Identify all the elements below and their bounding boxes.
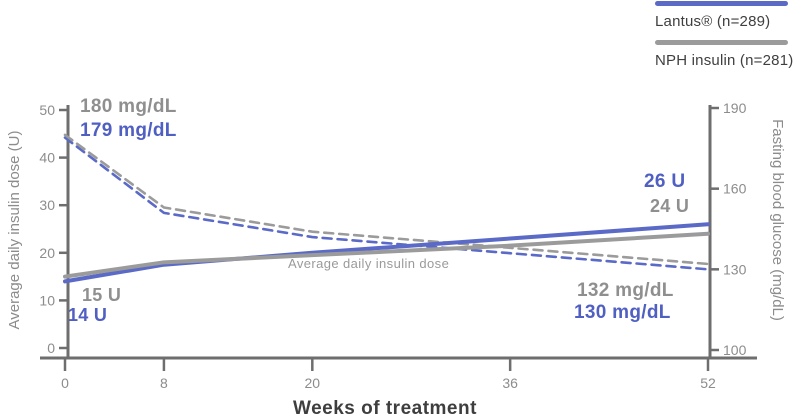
lantus-dose-end-label: 26 U — [644, 171, 686, 192]
dose-note-annotation: Average daily insulin dose — [288, 256, 450, 271]
right-tick-label: 130 — [723, 261, 747, 277]
left-axis-title: Average daily insulin dose (U) — [6, 130, 23, 330]
lantus-dose-start-label: 14 U — [68, 305, 108, 325]
legend-label-lantus: Lantus® (n=289) — [655, 13, 771, 30]
left-tick-label: 0 — [47, 340, 55, 356]
nph-dose-start-label: 15 U — [82, 285, 122, 305]
chart-legend: Lantus® (n=289) NPH insulin (n=281) — [655, 1, 795, 79]
nph-line-swatch — [655, 40, 788, 45]
x-tick-label: 36 — [502, 375, 518, 391]
left-tick-label: 20 — [39, 245, 55, 261]
right-axis-title: Fasting blood glucose (mg/dL) — [769, 119, 786, 321]
legend-item-lantus: Lantus® (n=289) — [655, 1, 795, 30]
right-tick-label: 100 — [723, 342, 747, 358]
legend-label-nph: NPH insulin (n=281) — [655, 52, 794, 69]
nph-fbg-start-label: 180 mg/dL — [80, 96, 177, 117]
left-tick-label: 30 — [39, 197, 55, 213]
lantus-fbg-start-label: 179 mg/dL — [80, 120, 177, 141]
x-axis-title: Weeks of treatment — [293, 398, 477, 419]
x-tick-label: 0 — [61, 375, 69, 391]
lantus-fbg-end-label: 130 mg/dL — [574, 302, 671, 323]
x-tick-label: 8 — [160, 375, 168, 391]
legend-item-nph: NPH insulin (n=281) — [655, 40, 795, 69]
x-tick-label: 20 — [305, 375, 321, 391]
x-tick-label: 52 — [700, 375, 716, 391]
nph-dose-end-label: 24 U — [650, 196, 690, 216]
left-tick-label: 10 — [39, 292, 55, 308]
series-line-1 — [63, 133, 710, 266]
right-tick-label: 190 — [723, 100, 747, 116]
series-line-0 — [63, 136, 710, 271]
left-tick-label: 50 — [39, 102, 55, 118]
left-tick-label: 40 — [39, 150, 55, 166]
series-line-2 — [63, 222, 710, 284]
lantus-line-swatch — [655, 1, 788, 6]
nph-fbg-end-label: 132 mg/dL — [577, 280, 674, 301]
right-tick-label: 160 — [723, 181, 747, 197]
series-line-3 — [63, 231, 710, 279]
